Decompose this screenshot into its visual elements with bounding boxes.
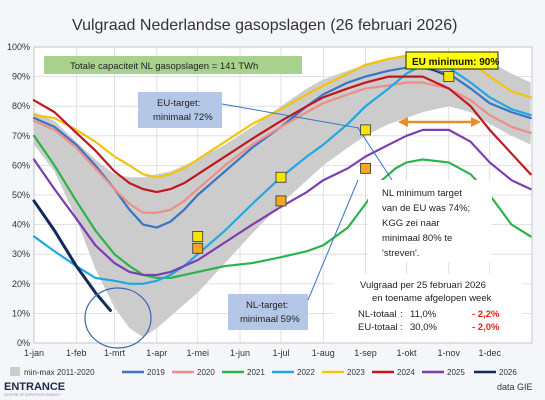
x-tick-label: 1-sep [354, 348, 377, 358]
nl-minimum-line4: minimaal 80% te [382, 233, 452, 244]
legend-label-2019: 2019 [147, 368, 165, 377]
x-tick-label: 1-mei [186, 348, 209, 358]
x-tick-label: 1-mrt [104, 348, 125, 358]
y-tick-label: 0% [17, 338, 30, 348]
y-tick-label: 100% [7, 42, 30, 52]
marker-target [275, 171, 287, 183]
legend-label-2022: 2022 [297, 368, 315, 377]
stats-eu-change: - 2,0% [472, 322, 500, 333]
y-tick-label: 20% [12, 279, 30, 289]
nl-target-callout [228, 294, 308, 330]
marker-minimum [360, 162, 371, 174]
y-tick-label: 10% [12, 308, 30, 318]
y-tick-label: 80% [12, 101, 30, 111]
eu-target-pointer [221, 103, 360, 129]
x-tick-label: 1-okt [396, 348, 417, 358]
stats-heading-2: en toename afgelopen week [372, 293, 492, 304]
y-tick-label: 30% [12, 249, 30, 259]
nl-target-line2: minimaal 59% [240, 314, 300, 325]
plot-border [33, 46, 533, 344]
marker-minimum [275, 195, 287, 207]
band-area [34, 52, 531, 338]
brand-subtitle: CENTRE OF EXPERTISE ENERGY [4, 393, 61, 397]
x-tick-label: 1-jul [272, 348, 289, 358]
eu-target-line1: EU-target: [157, 98, 200, 109]
brand-logo: ENTRANCE [4, 381, 65, 393]
stats-nl-change: - 2,2% [472, 309, 500, 320]
legend-label-2024: 2024 [397, 368, 415, 377]
x-tick-label: 1-nov [438, 348, 461, 358]
legend-label-2023: 2023 [347, 368, 365, 377]
nl-minimum-line3: KGG zei naar [382, 218, 440, 229]
stats-box [334, 274, 522, 342]
nl-minimum-line1: NL minimum target [382, 188, 462, 199]
nl-minimum-note [368, 180, 492, 262]
marker-minimum [192, 242, 204, 254]
series-line-2026 [32, 199, 112, 312]
stats-heading-1: Vulgraad per 25 februari 2026 [360, 280, 486, 291]
x-axis-ticks: 1-jan 1-feb 1-mrt 1-apr 1-mei 1-jun 1-jul 1-aug… [24, 348, 501, 358]
eu-minimum-box [405, 51, 499, 70]
nl-minimum-line5: 'streven'. [382, 248, 419, 259]
series-line-2025 [32, 128, 532, 277]
eu-target-callout [138, 92, 222, 128]
nl-minimum-line2: van de EU was 74%; [382, 203, 470, 214]
source-label: data GIE [497, 382, 533, 392]
nl-target-pointer [307, 179, 359, 301]
highlight-circle [84, 287, 152, 349]
nl-minimum-pointer [357, 127, 393, 181]
x-tick-label: 1-jun [230, 348, 250, 358]
legend-swatch-band [10, 367, 20, 376]
x-tick-label: 1-apr [146, 348, 167, 358]
nl-target-line1: NL-target: [246, 300, 288, 311]
legend-label-2026: 2026 [499, 368, 517, 377]
marker-target [360, 124, 371, 136]
legend-label-band: min-max 2011-2020 [24, 368, 95, 377]
y-tick-label: 50% [12, 190, 30, 200]
legend: min-max 2011-2020 2019 2020 2021 2022 2023 202… [10, 367, 517, 377]
stats-nl-colon: : [400, 309, 403, 320]
stats-nl-value: 11,0% [410, 309, 437, 320]
y-tick-label: 60% [12, 160, 30, 170]
stats-eu-label: EU-totaal [358, 322, 398, 333]
stats-eu-colon: : [400, 322, 403, 333]
x-tick-label: 1-aug [312, 348, 335, 358]
series-line-2024 [32, 75, 532, 194]
chart-title: Vulgraad Nederlandse gasopslagen (26 feb… [72, 17, 457, 34]
capacity-text: Totale capaciteit NL gasopslagen = 141 T… [70, 61, 258, 72]
x-tick-label: 1-feb [66, 348, 87, 358]
x-tick-label: 1-jan [24, 348, 44, 358]
marker-target [192, 231, 204, 242]
y-tick-label: 70% [12, 131, 30, 141]
eu-minimum-label: EU minimum: 90% [412, 57, 499, 68]
series-line-2021 [32, 134, 532, 279]
min-max-band [34, 52, 531, 338]
y-tick-label: 90% [12, 72, 30, 82]
x-tick-label: 1-dec [478, 348, 501, 358]
eu-target-line2: minimaal 72% [153, 112, 213, 123]
y-axis-ticks: 0% 10% 20% 30% 40% 50% 60% 70% 80% 90% 100% [7, 42, 30, 348]
legend-label-2020: 2020 [197, 368, 215, 377]
stats-nl-label: NL-totaal [358, 309, 397, 320]
capacity-banner [44, 56, 302, 74]
marker-target [443, 71, 455, 82]
target-range-arrow [398, 117, 481, 127]
legend-label-2025: 2025 [447, 368, 465, 377]
legend-label-2021: 2021 [247, 368, 265, 377]
stats-eu-value: 30,0% [410, 322, 437, 333]
y-tick-label: 40% [12, 220, 30, 230]
target-markers [192, 71, 455, 254]
